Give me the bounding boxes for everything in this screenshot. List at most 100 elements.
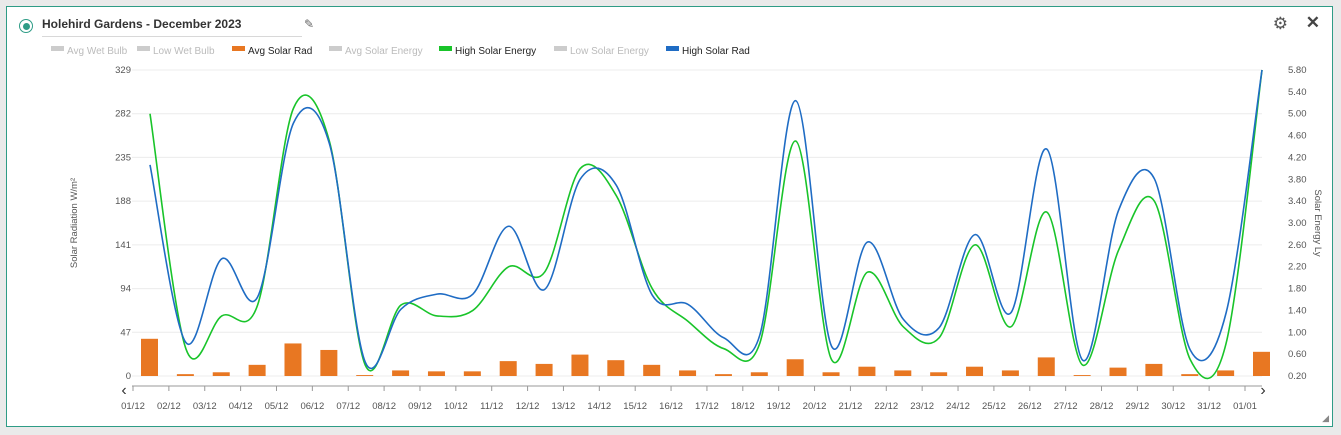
- y2-tick-label: 5.00: [1288, 109, 1307, 120]
- y2-tick-label: 3.40: [1288, 196, 1307, 207]
- legend-label: High Solar Rad: [682, 46, 750, 57]
- panel-header: Holehird Gardens - December 2023: [19, 15, 302, 37]
- resize-handle-icon[interactable]: ◢: [1322, 413, 1329, 423]
- bar-avg-solar-rad: [1073, 375, 1091, 376]
- y2-tick-label: 3.80: [1288, 174, 1307, 185]
- bar-avg-solar-rad: [141, 338, 158, 376]
- y2-axis-title: Solar Energy Ly: [1312, 189, 1323, 256]
- legend-item[interactable]: Avg Solar Energy: [329, 46, 423, 57]
- x-tick-label: 23/12: [910, 401, 934, 412]
- x-tick-label: 07/12: [336, 401, 360, 412]
- x-tick-label: 18/12: [731, 401, 755, 412]
- y-tick-label: 141: [115, 240, 131, 251]
- y2-tick-label: 5.80: [1288, 65, 1307, 76]
- legend-label: Low Solar Energy: [570, 46, 649, 57]
- y2-tick-label: 0.20: [1288, 371, 1307, 382]
- bar-avg-solar-rad: [1181, 374, 1199, 376]
- x-tick-label: 25/12: [982, 401, 1006, 412]
- x-tick-label: 27/12: [1054, 401, 1078, 412]
- x-tick-label: 11/12: [480, 401, 503, 412]
- x-tick-label: 10/12: [444, 401, 468, 412]
- legend-item[interactable]: High Solar Rad: [666, 46, 750, 57]
- x-tick-label: 21/12: [839, 401, 863, 412]
- y2-tick-label: 2.20: [1288, 262, 1307, 273]
- bar-avg-solar-rad: [858, 366, 876, 376]
- close-icon[interactable]: ✕: [1305, 13, 1320, 32]
- x-tick-label: 09/12: [408, 401, 432, 412]
- line-high-solar-energy: [149, 69, 1263, 380]
- x-tick-label: 03/12: [193, 401, 217, 412]
- legend-item[interactable]: Low Solar Energy: [554, 46, 649, 57]
- bar-avg-solar-rad: [822, 372, 840, 376]
- bar-avg-solar-rad: [1109, 367, 1127, 376]
- bar-avg-solar-rad: [966, 366, 984, 376]
- legend-label: Avg Wet Bulb: [67, 46, 128, 57]
- chevron-right-icon[interactable]: ›: [1260, 382, 1265, 399]
- bar-avg-solar-rad: [392, 370, 410, 376]
- x-tick-label: 01/01: [1233, 401, 1257, 412]
- y2-tick-label: 1.80: [1288, 284, 1307, 295]
- legend-item[interactable]: Avg Solar Rad: [232, 46, 312, 57]
- title-field[interactable]: Holehird Gardens - December 2023: [42, 15, 302, 37]
- y2-tick-label: 1.00: [1288, 327, 1307, 338]
- y2-tick-label: 1.40: [1288, 305, 1307, 316]
- legend-label: Avg Solar Energy: [345, 46, 423, 57]
- select-radio[interactable]: [19, 19, 33, 33]
- legend-swatch: [329, 46, 342, 51]
- x-tick-label: 30/12: [1161, 401, 1185, 412]
- x-tick-label: 16/12: [659, 401, 683, 412]
- gear-icon[interactable]: ⚙: [1272, 14, 1288, 33]
- legend-item[interactable]: Low Wet Bulb: [137, 46, 215, 57]
- y-tick-label: 235: [115, 152, 131, 163]
- bar-avg-solar-rad: [535, 363, 553, 376]
- y2-tick-label: 4.60: [1288, 131, 1307, 142]
- legend-swatch: [232, 46, 245, 51]
- x-tick-label: 26/12: [1018, 401, 1042, 412]
- x-tick-label: 08/12: [372, 401, 396, 412]
- legend-item[interactable]: Avg Wet Bulb: [51, 46, 128, 57]
- y2-tick-label: 5.40: [1288, 87, 1307, 98]
- bar-avg-solar-rad: [212, 372, 230, 376]
- x-tick-label: 24/12: [946, 401, 970, 412]
- bar-avg-solar-rad: [463, 371, 481, 376]
- bar-avg-solar-rad: [1001, 370, 1019, 376]
- bar-avg-solar-rad: [750, 372, 768, 376]
- pencil-icon[interactable]: ✎: [304, 17, 315, 31]
- bar-avg-solar-rad: [1253, 351, 1270, 376]
- bar-avg-solar-rad: [571, 354, 589, 376]
- legend-label: Low Wet Bulb: [153, 46, 215, 57]
- x-tick-label: 20/12: [803, 401, 827, 412]
- y-tick-label: 47: [120, 327, 131, 338]
- legend-item[interactable]: High Solar Energy: [439, 46, 536, 57]
- page-title: Holehird Gardens - December 2023: [42, 17, 242, 31]
- legend-swatch: [439, 46, 452, 51]
- y-tick-label: 0: [126, 371, 131, 382]
- y2-tick-label: 3.00: [1288, 218, 1307, 229]
- x-tick-label: 17/12: [695, 401, 719, 412]
- bar-avg-solar-rad: [427, 371, 445, 376]
- y2-tick-label: 2.60: [1288, 240, 1307, 251]
- bar-avg-solar-rad: [1217, 370, 1235, 376]
- x-tick-label: 15/12: [623, 401, 647, 412]
- bar-avg-solar-rad: [248, 364, 266, 376]
- bar-avg-solar-rad: [1037, 357, 1055, 376]
- legend-label: Avg Solar Rad: [248, 46, 312, 57]
- bar-avg-solar-rad: [607, 360, 625, 376]
- x-tick-label: 13/12: [552, 401, 576, 412]
- x-tick-label: 28/12: [1090, 401, 1114, 412]
- x-tick-label: 29/12: [1125, 401, 1149, 412]
- y-tick-label: 282: [115, 109, 131, 120]
- legend-swatch: [51, 46, 64, 51]
- x-tick-label: 22/12: [874, 401, 898, 412]
- x-tick-label: 31/12: [1197, 401, 1221, 412]
- bar-avg-solar-rad: [284, 343, 302, 376]
- bar-avg-solar-rad: [894, 370, 912, 376]
- chevron-left-icon[interactable]: ‹: [121, 382, 126, 399]
- bar-avg-solar-rad: [786, 359, 804, 376]
- bar-avg-solar-rad: [320, 349, 338, 376]
- bar-avg-solar-rad: [679, 370, 697, 376]
- legend-swatch: [554, 46, 567, 51]
- x-tick-label: 05/12: [265, 401, 289, 412]
- y2-tick-label: 0.60: [1288, 349, 1307, 360]
